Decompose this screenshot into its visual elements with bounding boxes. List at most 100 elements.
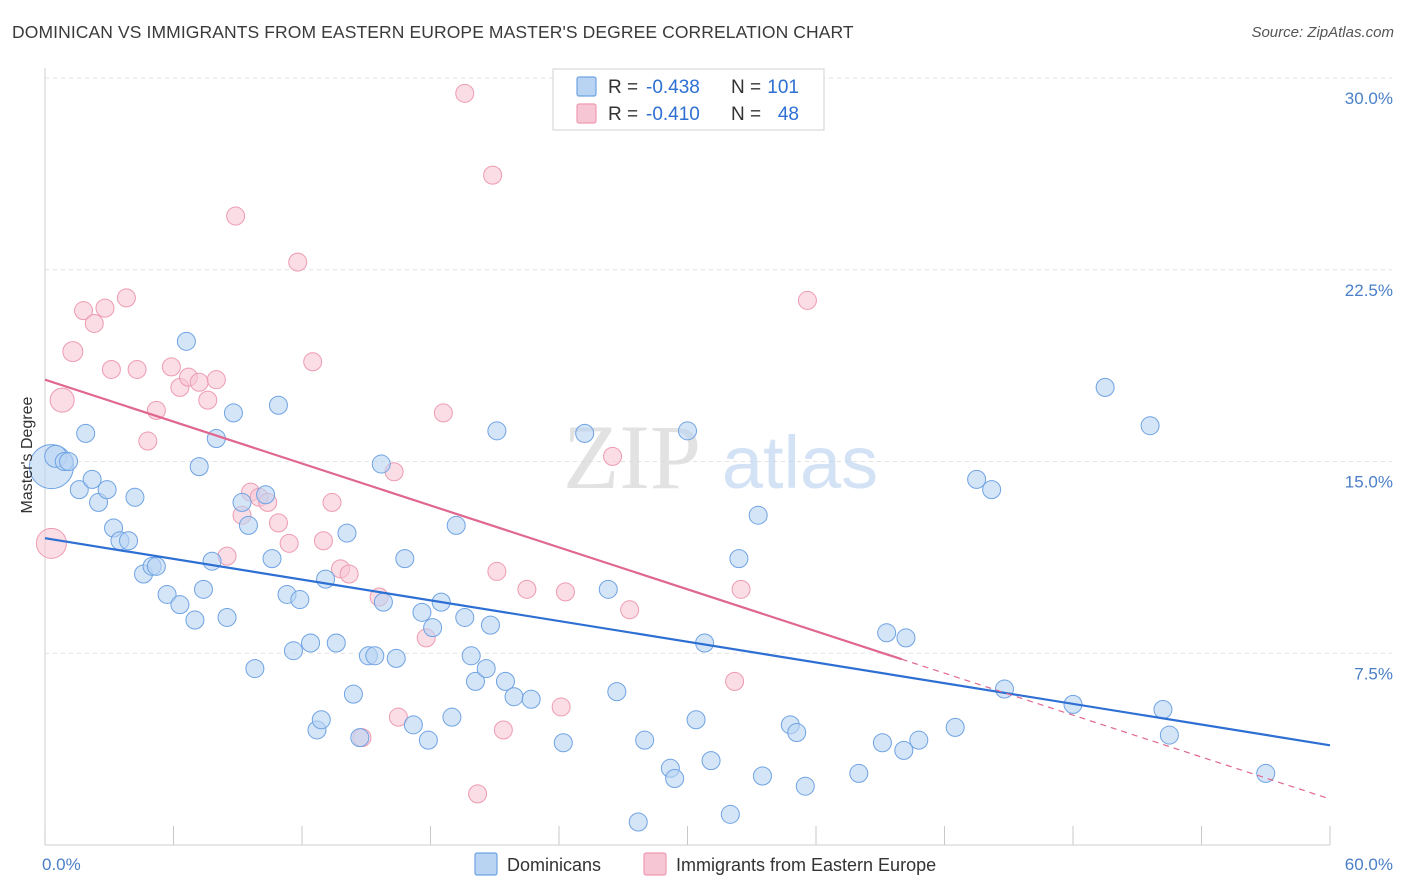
chart-source: Source: ZipAtlas.com	[1251, 24, 1394, 41]
dominican-point-37	[311, 710, 331, 730]
legend-r-label-2: R =	[608, 104, 638, 125]
dominican-point-26	[232, 492, 252, 512]
watermark-zip: ZIP	[563, 406, 701, 508]
watermark-atlas: atlas	[722, 421, 878, 504]
dominican-point-99	[1256, 763, 1276, 783]
dominican-point-16	[157, 584, 177, 604]
immigrant-point-6	[101, 359, 121, 379]
y-tick-label-1: 15.0%	[1345, 473, 1393, 492]
gridlines	[45, 77, 1392, 654]
dominican-point-33	[283, 641, 303, 661]
dominican-point-12	[125, 487, 145, 507]
dominican-point-40	[337, 523, 357, 543]
dominican-point-61	[487, 421, 507, 441]
dominican-point-86	[877, 623, 897, 643]
series-legend-swatch-dominicans	[474, 852, 498, 876]
trend-line-1	[44, 378, 903, 661]
dominican-point-31	[268, 395, 288, 415]
dominican-point-11	[119, 531, 139, 551]
dominican-point-34	[290, 590, 310, 610]
dominican-point-47	[386, 648, 406, 668]
immigrant-point-46	[620, 600, 640, 620]
series-dominicans	[28, 331, 1276, 832]
series-legend-label-dominicans: Dominicans	[507, 855, 601, 875]
dominican-point-83	[795, 776, 815, 796]
legend-n-value-2: 48	[778, 104, 799, 125]
dominican-point-89	[909, 730, 929, 750]
series-legend-swatch-immigrants	[643, 852, 667, 876]
dominican-point-68	[607, 682, 627, 702]
immigrant-point-18	[226, 206, 246, 226]
dominican-point-65	[553, 733, 573, 753]
dominican-point-48	[395, 549, 415, 569]
dominican-point-35	[301, 633, 321, 653]
dominican-point-25	[223, 403, 243, 423]
trend-line-dashed-1	[901, 658, 1331, 800]
immigrant-point-26	[303, 352, 323, 372]
chart-title: DOMINICAN VS IMMIGRANTS FROM EASTERN EUR…	[12, 22, 854, 42]
trend-line-0	[44, 537, 1331, 747]
legend-n-label-2: N =	[731, 104, 761, 125]
immigrant-point-41	[493, 720, 513, 740]
immigrant-point-47	[725, 671, 745, 691]
dominican-point-67	[598, 579, 618, 599]
dominican-point-76	[701, 751, 721, 771]
legend-r-value-1: -0.438	[646, 77, 700, 98]
dominican-point-54	[442, 707, 462, 727]
dominican-point-39	[326, 633, 346, 653]
dominican-point-20	[185, 610, 205, 630]
legend-box: R = -0.438 N = 101 R = -0.410 N = 48	[552, 68, 825, 131]
dominican-point-66	[575, 423, 595, 443]
legend-swatch-immigrants	[576, 103, 597, 124]
dominican-point-17	[170, 595, 190, 615]
dominican-point-77	[720, 804, 740, 824]
series-legend-label-immigrants: Immigrants from Eastern Europe	[676, 855, 936, 875]
immigrant-point-15	[198, 390, 218, 410]
y-axis-label: Master's Degree	[19, 396, 36, 513]
immigrant-point-4	[84, 313, 104, 333]
immigrant-point-5	[95, 298, 115, 318]
immigrant-point-16	[206, 370, 226, 390]
immigrant-point-0	[35, 527, 67, 559]
immigrant-point-36	[433, 403, 453, 423]
dominican-point-30	[262, 549, 282, 569]
dominican-point-59	[476, 659, 496, 679]
dominican-point-45	[371, 454, 391, 474]
immigrant-point-3	[74, 301, 94, 321]
dominican-point-56	[455, 607, 475, 627]
y-tick-labels: 7.5% 15.0% 22.5% 30.0%	[1345, 89, 1393, 683]
dominican-point-78	[729, 549, 749, 569]
dominican-point-84	[849, 763, 869, 783]
immigrant-point-9	[138, 431, 158, 451]
immigrant-point-45	[603, 446, 623, 466]
dominican-point-27	[238, 515, 258, 535]
dominican-point-87	[894, 740, 914, 760]
immigrant-point-40	[487, 561, 507, 581]
dominican-point-90	[945, 717, 965, 737]
immigrant-point-23	[268, 513, 288, 533]
immigrant-point-11	[161, 357, 181, 377]
dominican-point-4	[69, 480, 89, 500]
immigrant-point-38	[468, 784, 488, 804]
immigrant-point-2	[62, 341, 84, 363]
dominican-point-19	[189, 457, 209, 477]
dominican-point-8	[97, 480, 117, 500]
immigrant-point-34	[388, 707, 408, 727]
dominican-point-60	[480, 615, 500, 635]
series-legend: Dominicans Immigrants from Eastern Europ…	[474, 852, 936, 876]
legend-frame	[552, 68, 825, 131]
dominican-point-73	[678, 421, 697, 441]
legend-n-label-1: N =	[731, 77, 761, 98]
immigrant-point-1	[49, 387, 75, 413]
dominican-point-69	[628, 812, 648, 832]
immigrant-point-43	[551, 697, 571, 717]
dominican-point-98	[1159, 725, 1179, 745]
dominican-point-63	[504, 687, 524, 707]
dominican-point-92	[982, 480, 1002, 500]
legend-n-value-1: 101	[767, 77, 799, 98]
dominican-point-96	[1140, 416, 1160, 436]
immigrant-point-25	[288, 252, 308, 272]
dominican-point-21	[193, 579, 213, 599]
immigrant-point-8	[127, 359, 147, 379]
dominican-point-72	[665, 769, 685, 789]
